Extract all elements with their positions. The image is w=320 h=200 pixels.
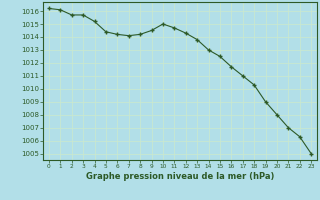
- X-axis label: Graphe pression niveau de la mer (hPa): Graphe pression niveau de la mer (hPa): [86, 172, 274, 181]
